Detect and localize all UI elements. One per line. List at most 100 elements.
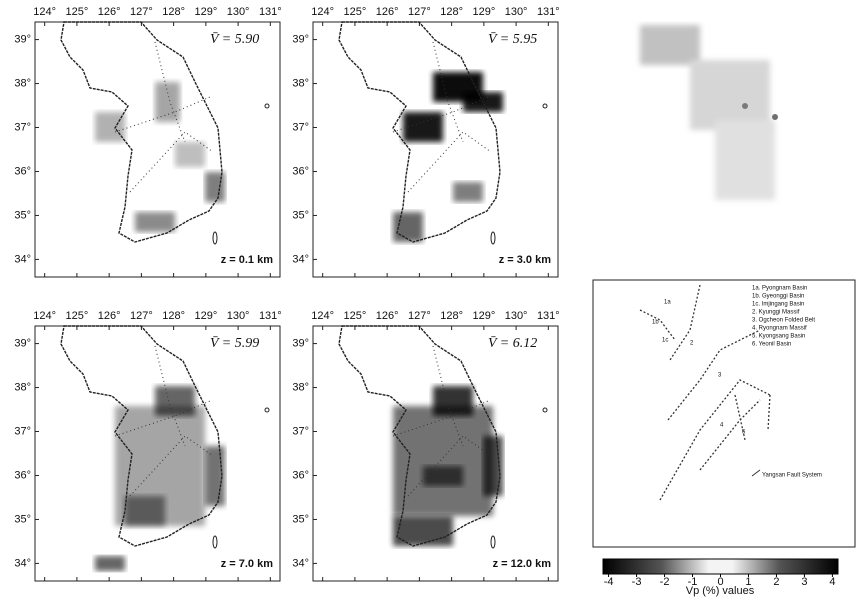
velocity-anomaly — [403, 112, 443, 142]
lat-tick-label: 38° — [14, 381, 31, 393]
map-frame — [34, 21, 281, 278]
lon-tick-label: 125° — [344, 6, 367, 18]
velocity-anomaly — [205, 172, 225, 202]
lon-tick-label: 129° — [472, 310, 495, 322]
velocity-anomaly — [175, 142, 205, 167]
lat-tick-label: 36° — [292, 165, 309, 177]
lon-tick-label: 131° — [259, 310, 282, 322]
velocity-anomaly — [433, 386, 473, 416]
lon-tick-label: 124° — [311, 6, 334, 18]
lat-tick-label: 35° — [14, 209, 31, 221]
fault-symbol — [751, 469, 761, 477]
lat-tick-label: 39° — [292, 33, 309, 45]
lat-tick-label: 36° — [292, 469, 309, 481]
lat-tick-label: 35° — [292, 209, 309, 221]
legend-item: 2. Kyunggi Massif — [752, 310, 800, 316]
map-panel: 124° 125° 126° 127° 128° 129° 130° 131° 39° 38° 37… — [14, 6, 282, 278]
lon-tick-label: 125° — [66, 310, 89, 322]
map-label: 5 — [742, 430, 746, 436]
lat-tick-label: 34° — [292, 253, 309, 265]
lat-tick-label: 34° — [292, 557, 309, 569]
colorbar-tick-label: 3 — [801, 576, 807, 588]
velocity-anomaly — [205, 446, 225, 506]
legend-item: 6. Yeonil Basin — [752, 342, 791, 348]
depth-label: z = 7.0 km — [221, 558, 274, 570]
legend-item: 1c. Imjingang Basin — [752, 302, 804, 308]
map-label: 2 — [690, 341, 694, 347]
mean-velocity: V̄ = 6.12 — [488, 336, 537, 351]
lon-tick-label: 131° — [537, 6, 560, 18]
map-frame — [312, 21, 559, 278]
lat-tick-label: 35° — [14, 513, 31, 525]
legend-item: 3. Ogcheon Folded Belt — [752, 318, 815, 324]
overview-image — [640, 25, 778, 200]
lon-tick-label: 130° — [505, 310, 528, 322]
lat-tick-label: 37° — [14, 425, 31, 437]
lat-tick-label: 38° — [14, 77, 31, 89]
lon-tick-label: 127° — [130, 6, 153, 18]
lon-tick-label: 127° — [408, 6, 431, 18]
lat-tick-label: 36° — [14, 469, 31, 481]
map-label: 1a — [664, 300, 671, 306]
lat-tick-label: 37° — [292, 425, 309, 437]
velocity-anomaly — [155, 82, 180, 122]
velocity-anomaly — [393, 516, 453, 546]
lon-tick-label: 126° — [376, 310, 399, 322]
velocity-anomaly — [423, 466, 463, 486]
lat-tick-label: 39° — [292, 337, 309, 349]
map-label: 3 — [718, 373, 722, 379]
map-panel: 124° 125° 126° 127° 128° 129° 130° 131° 39° 38° 37… — [292, 6, 560, 278]
mean-velocity: V̄ = 5.99 — [210, 336, 259, 351]
lon-tick-label: 129° — [194, 6, 217, 18]
lat-tick-label: 38° — [292, 77, 309, 89]
lon-tick-label: 131° — [259, 6, 282, 18]
depth-label: z = 0.1 km — [221, 254, 274, 266]
colorbar-tick-label: -3 — [632, 576, 642, 588]
legend-item: 5. Kyongsang Basin — [752, 334, 805, 340]
velocity-anomaly — [135, 212, 175, 232]
lon-tick-label: 125° — [344, 310, 367, 322]
lon-tick-label: 130° — [505, 6, 528, 18]
tectonic-boundaries — [639, 284, 771, 501]
lon-tick-label: 128° — [440, 6, 463, 18]
velocity-anomaly — [95, 556, 125, 571]
lon-tick-label: 126° — [98, 6, 121, 18]
lat-tick-label: 35° — [292, 513, 309, 525]
mean-velocity: V̄ = 5.95 — [488, 32, 537, 47]
lon-tick-label: 124° — [33, 310, 56, 322]
legend-item: 1a. Pyongnam Basin — [752, 286, 807, 292]
lon-tick-label: 129° — [472, 6, 495, 18]
legend-item: 1b. Gyeonggi Basin — [752, 294, 804, 300]
velocity-anomaly — [95, 112, 125, 142]
map-panel: 124° 125° 126° 127° 128° 129° 130° 131° 39° 38° 37… — [14, 310, 282, 582]
lat-tick-label: 39° — [14, 337, 31, 349]
lon-tick-label: 126° — [376, 6, 399, 18]
lon-tick-label: 126° — [98, 310, 121, 322]
colorbar — [602, 558, 839, 575]
lat-tick-label: 38° — [292, 381, 309, 393]
lon-tick-label: 130° — [227, 310, 250, 322]
lat-tick-label: 36° — [14, 165, 31, 177]
velocity-anomaly — [453, 182, 483, 202]
lon-tick-label: 128° — [162, 6, 185, 18]
lon-tick-label: 129° — [194, 310, 217, 322]
coastline — [60, 21, 270, 245]
fault-label: Yangsan Fault System — [762, 473, 822, 479]
map-frame — [34, 325, 281, 582]
lat-tick-label: 37° — [292, 121, 309, 133]
map-frame — [312, 325, 559, 582]
velocity-anomaly — [483, 436, 503, 496]
depth-label: z = 12.0 km — [493, 558, 552, 570]
legend-item: 4. Ryongnam Massif — [752, 326, 807, 332]
colorbar-tick-label: -1 — [688, 576, 698, 588]
colorbar-tick-label: 2 — [773, 576, 779, 588]
velocity-anomaly — [125, 496, 165, 526]
lon-tick-label: 131° — [537, 310, 560, 322]
colorbar-tick-label: 0 — [717, 576, 723, 588]
lon-tick-label: 124° — [33, 6, 56, 18]
map-label: 1c — [662, 338, 668, 344]
lon-tick-label: 128° — [162, 310, 185, 322]
mean-velocity: V̄ = 5.90 — [210, 32, 259, 47]
depth-label: z = 3.0 km — [499, 254, 552, 266]
